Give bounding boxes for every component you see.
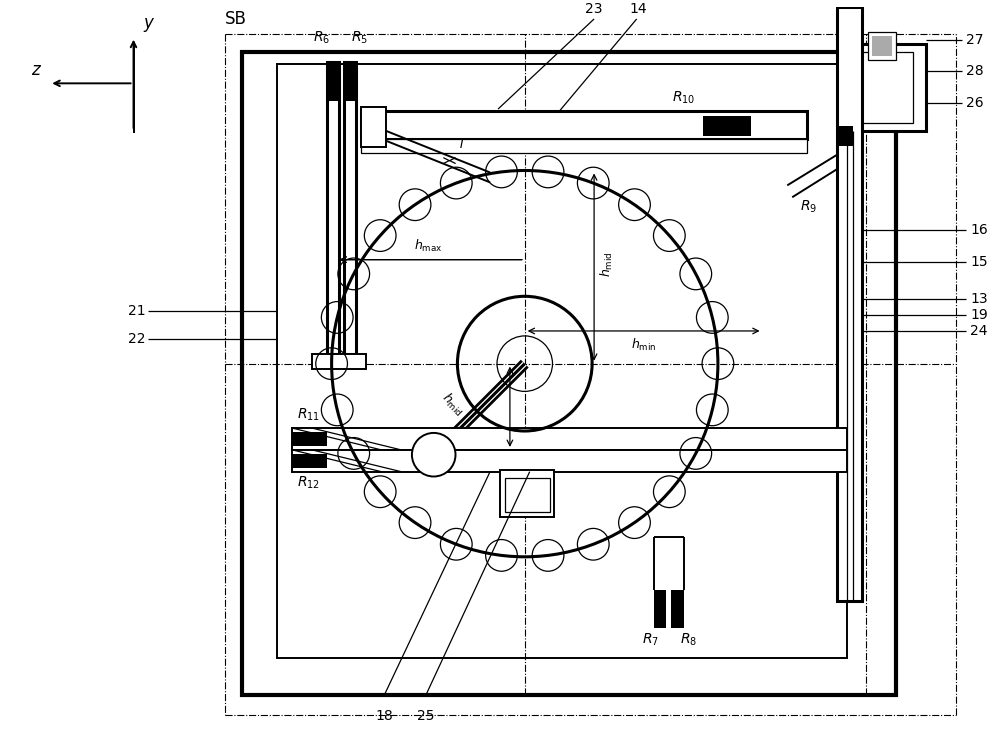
Bar (292, 432, 327, 446)
Text: $R_8$: $R_8$ (680, 632, 697, 648)
Text: $T$: $T$ (457, 138, 468, 150)
Text: $R_5$: $R_5$ (351, 29, 368, 45)
Bar (837, 126, 853, 146)
Text: $R_7$: $R_7$ (642, 632, 659, 648)
Text: $R_{10}$: $R_{10}$ (672, 89, 695, 106)
Text: 14: 14 (630, 2, 647, 16)
Bar (837, 7, 862, 601)
Text: 16: 16 (970, 223, 988, 237)
Bar (505, 478, 550, 513)
Text: $R_9$: $R_9$ (800, 198, 817, 215)
Text: $h_{\mathrm{mid}}$: $h_{\mathrm{mid}}$ (599, 252, 615, 277)
Bar (327, 63, 339, 101)
Bar (703, 116, 751, 136)
Bar (500, 469, 554, 517)
Bar (361, 139, 807, 153)
Text: 15: 15 (970, 255, 988, 269)
Text: 22: 22 (128, 332, 145, 346)
Bar (361, 107, 386, 147)
Bar (292, 428, 847, 450)
Text: 23: 23 (585, 2, 603, 16)
Bar (671, 591, 684, 628)
Bar (242, 51, 896, 696)
Bar (327, 62, 339, 354)
Bar (872, 36, 892, 56)
Text: 26: 26 (966, 96, 983, 110)
Text: $z$: $z$ (31, 61, 42, 80)
Text: 18: 18 (375, 709, 393, 723)
Bar (292, 454, 327, 468)
Bar (312, 354, 366, 369)
Circle shape (412, 433, 456, 477)
Text: 25: 25 (417, 709, 434, 723)
Bar (654, 591, 666, 628)
Text: $h_{\mathrm{mid}}$: $h_{\mathrm{mid}}$ (438, 390, 467, 419)
Bar (292, 450, 847, 472)
Text: $R_6$: $R_6$ (313, 29, 330, 45)
Bar (277, 63, 847, 658)
Text: $y$: $y$ (143, 16, 156, 34)
Text: $h_{\mathrm{min}}$: $h_{\mathrm{min}}$ (631, 337, 656, 353)
Text: 13: 13 (970, 292, 988, 306)
Text: 24: 24 (970, 324, 988, 338)
Bar (852, 44, 926, 131)
Text: 21: 21 (128, 304, 145, 318)
Bar (344, 62, 356, 354)
Text: 28: 28 (966, 65, 983, 78)
Text: $h_{\mathrm{max}}$: $h_{\mathrm{max}}$ (414, 238, 443, 254)
Text: $R_{11}$: $R_{11}$ (297, 407, 320, 423)
Text: SB: SB (225, 10, 247, 28)
Text: 27: 27 (966, 33, 983, 47)
Bar (344, 63, 356, 101)
Bar (868, 32, 896, 60)
Text: $R_{12}$: $R_{12}$ (297, 475, 320, 491)
Text: 19: 19 (970, 308, 988, 322)
Bar (361, 111, 807, 139)
Bar (859, 51, 913, 123)
